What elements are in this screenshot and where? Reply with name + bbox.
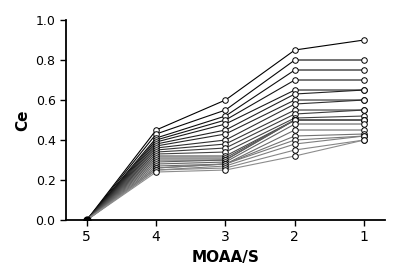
- Y-axis label: Ce: Ce: [15, 109, 30, 131]
- X-axis label: MOAA/S: MOAA/S: [192, 250, 260, 265]
